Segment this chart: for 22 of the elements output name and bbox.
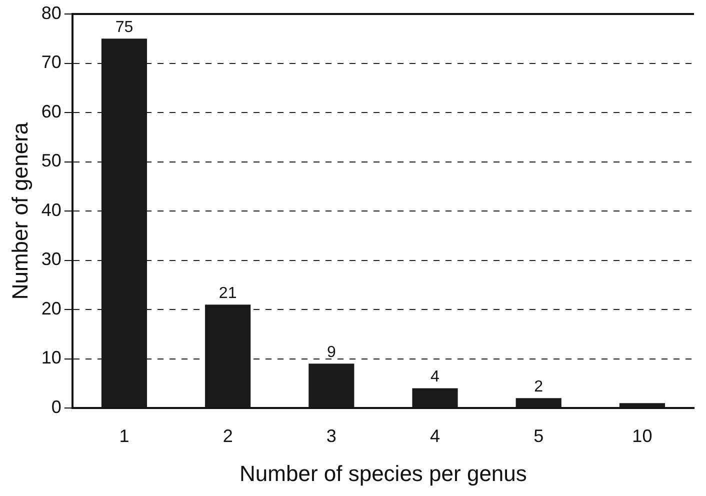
x-axis-title: Number of species per genus: [240, 460, 527, 486]
x-tick-label: 4: [430, 426, 440, 446]
y-tick-label: 20: [41, 298, 62, 318]
y-tick-label: 30: [41, 249, 62, 270]
data-label: 9: [326, 344, 336, 362]
data-label: 4: [430, 368, 440, 386]
y-tick-label: 70: [41, 52, 62, 72]
y-tick-label: 10: [41, 348, 62, 368]
y-axis-title: Number of genera: [7, 122, 32, 300]
y-tick-label: 40: [41, 200, 62, 220]
y-tick-label: 60: [41, 101, 62, 122]
x-tick-label: 5: [534, 426, 544, 446]
data-label: 75: [115, 19, 134, 36]
data-label: 2: [534, 378, 544, 396]
x-tick-label: 3: [326, 426, 336, 446]
x-tick-label: 10: [632, 426, 652, 446]
x-tick-label: 2: [222, 426, 233, 446]
data-label: 21: [218, 284, 237, 302]
y-tick-label: 0: [51, 396, 62, 417]
y-tick-label: 80: [41, 2, 62, 23]
x-tick-label: 1: [119, 426, 130, 446]
y-tick-label: 50: [41, 150, 62, 171]
